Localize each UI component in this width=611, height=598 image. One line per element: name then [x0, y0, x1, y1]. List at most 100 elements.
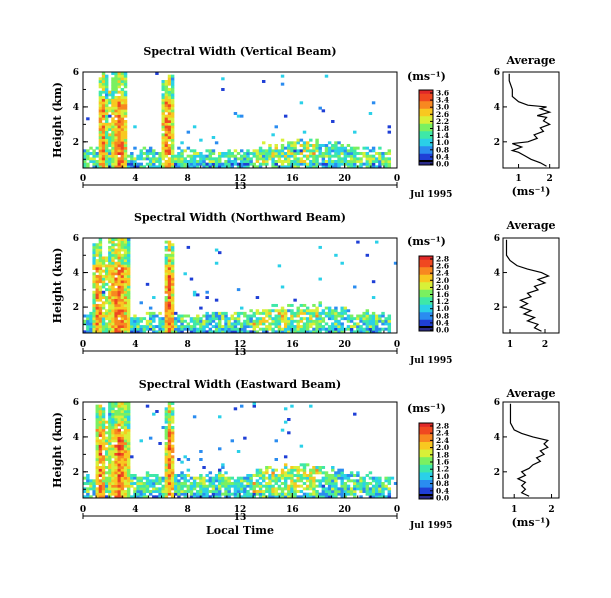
- y-tick-label: 4: [73, 433, 79, 443]
- colorbar-segment: [419, 163, 433, 166]
- colorbar-segment: [419, 108, 433, 112]
- colorbar-segment: [419, 472, 433, 475]
- colorbar-tick-label: 2.0: [436, 283, 449, 292]
- colorbar-segment: [419, 278, 433, 281]
- colorbar-tick-label: 3.0: [436, 103, 449, 112]
- colorbar-segment: [419, 256, 433, 259]
- colorbar-segment: [419, 434, 433, 437]
- heatmap-cells: [83, 238, 398, 334]
- colorbar-tick-label: 1.6: [436, 458, 449, 467]
- colorbar-segment: [419, 432, 433, 435]
- colorbar: (ms⁻¹) 3.63.43.02.62.21.81.41.00.80.40.0: [407, 70, 449, 169]
- colorbar-segment: [419, 133, 433, 136]
- colorbar-frame: [418, 255, 434, 332]
- colorbar-tick-label: 1.0: [436, 304, 449, 313]
- colorbar-segment: [419, 457, 433, 460]
- x-tick-label: 16: [286, 505, 299, 515]
- profile-line: [505, 239, 551, 332]
- x-tick-label: 0: [394, 174, 400, 184]
- y-tick-label: 6: [73, 68, 79, 78]
- colorbar-segment: [419, 314, 433, 317]
- colorbar-unit: (ms⁻¹): [407, 70, 446, 83]
- panel-0: Spectral Width (Vertical Beam) Height (km…: [51, 45, 560, 200]
- profile-x-label: (ms⁻¹): [512, 185, 551, 198]
- colorbar-segment: [419, 287, 433, 291]
- colorbar-segment: [419, 466, 433, 469]
- colorbar-segment: [419, 329, 433, 332]
- day-label: 13: [234, 348, 247, 358]
- colorbar-segment: [419, 424, 433, 428]
- profile-line: [508, 73, 552, 167]
- x-tick-label: 20: [338, 505, 351, 515]
- colorbar-tick-label: 0.8: [436, 311, 449, 320]
- colorbar-tick-label: 1.2: [436, 465, 449, 474]
- colorbar-segment: [419, 451, 433, 454]
- x-tick-label: 0: [80, 174, 86, 184]
- x-axis-label: Local Time: [206, 524, 274, 537]
- colorbar-segment: [419, 153, 433, 157]
- colorbar-segment: [419, 114, 433, 117]
- date-label: Jul 1995: [409, 190, 452, 200]
- y-axis-label: Height (km): [51, 412, 64, 488]
- colorbar-segment: [419, 99, 433, 102]
- colorbar-segment: [419, 301, 433, 304]
- colorbar-tick-label: 2.2: [436, 117, 449, 126]
- colorbar-segment: [419, 110, 433, 113]
- x-tick-label: 4: [132, 340, 138, 350]
- colorbar-segment: [419, 440, 433, 443]
- profile-x-tick-label: 1: [511, 505, 517, 515]
- colorbar-tick-label: 0.8: [436, 479, 449, 488]
- colorbar-segment: [419, 269, 433, 272]
- colorbar-segment: [419, 91, 433, 95]
- colorbar-segment: [419, 449, 433, 452]
- colorbar-segment: [419, 293, 433, 296]
- colorbar-tick-label: 2.0: [436, 276, 449, 285]
- colorbar-segment: [419, 495, 433, 498]
- colorbar-segment: [419, 455, 433, 458]
- date-label: Jul 1995: [409, 521, 452, 531]
- profile-panel: Average 2 4 6 1 2: [494, 219, 560, 350]
- colorbar-segment: [419, 426, 433, 430]
- colorbar-segment: [419, 316, 433, 319]
- colorbar-segment: [419, 140, 433, 143]
- y-tick-label: 6: [73, 234, 79, 244]
- colorbar-segment: [419, 461, 433, 464]
- colorbar-segment: [419, 112, 433, 115]
- x-tick-label: 8: [185, 174, 191, 184]
- colorbar-segment: [419, 144, 433, 147]
- colorbar-segment: [419, 423, 433, 426]
- colorbar-zero-band: [419, 494, 433, 496]
- colorbar-segment: [419, 148, 433, 151]
- x-tick-label: 0: [80, 505, 86, 515]
- colorbar-segment: [419, 127, 433, 130]
- panel-1: Spectral Width (Northward Beam) Height (k…: [51, 211, 560, 366]
- profile-line: [509, 403, 550, 497]
- x-tick-label: 0: [394, 505, 400, 515]
- profile-title: Average: [505, 219, 555, 232]
- colorbar-segment: [419, 323, 433, 326]
- colorbar-segment: [419, 319, 433, 323]
- colorbar-segment: [419, 276, 433, 279]
- colorbar-segment: [419, 282, 433, 285]
- colorbar-tick-label: 3.6: [436, 89, 449, 98]
- profile-x-tick-label: 1: [515, 174, 521, 184]
- colorbar-tick-label: 2.4: [436, 436, 449, 445]
- chart-title: Spectral Width (Northward Beam): [134, 211, 346, 224]
- colorbar-segment: [419, 480, 433, 483]
- profile-x-tick-label: 1: [507, 340, 513, 350]
- y-tick-label: 4: [73, 269, 79, 279]
- colorbar-segment: [419, 118, 433, 121]
- colorbar-segment: [419, 289, 433, 293]
- profile-x-label: (ms⁻¹): [512, 516, 551, 529]
- heatmap-cells: [83, 402, 398, 499]
- colorbar-segment: [419, 306, 433, 309]
- colorbar-segment: [419, 483, 433, 487]
- colorbar-segment: [419, 476, 433, 479]
- colorbar-segment: [419, 462, 433, 466]
- profile-y-tick-label: 2: [494, 468, 500, 478]
- x-tick-label: 16: [286, 340, 299, 350]
- x-tick-label: 12: [234, 505, 247, 515]
- colorbar-segment: [419, 302, 433, 306]
- profile-y-tick-label: 4: [494, 103, 500, 113]
